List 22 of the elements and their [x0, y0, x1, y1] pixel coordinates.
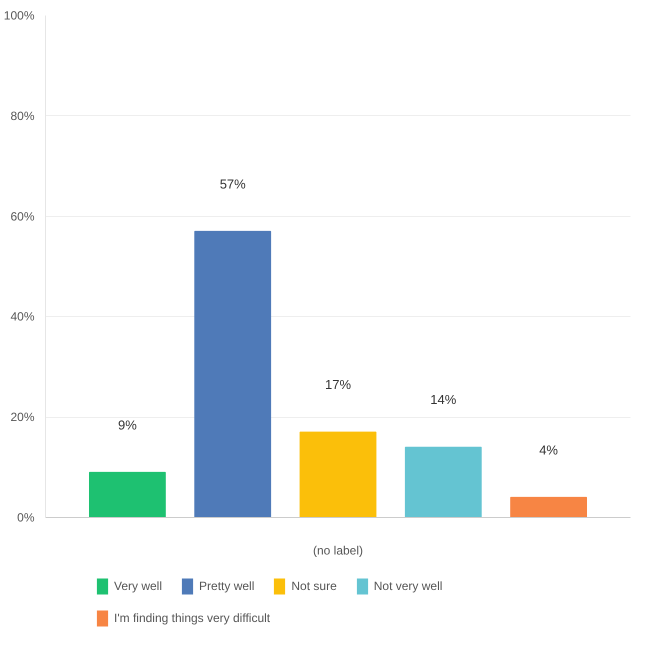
- legend-label: Pretty well: [199, 579, 254, 593]
- bar: [300, 432, 376, 518]
- data-label: 57%: [220, 176, 246, 192]
- legend-label: Very well: [114, 579, 162, 593]
- bar: [404, 446, 482, 518]
- bar: [88, 472, 166, 518]
- y-tick-label: 60%: [10, 209, 35, 224]
- y-tick-label: 80%: [10, 108, 35, 123]
- x-tick-label: (no label): [312, 544, 364, 558]
- y-tick-label: 0%: [17, 510, 35, 524]
- data-label: 14%: [430, 392, 457, 408]
- bar: [194, 230, 272, 518]
- data-label: 9%: [118, 417, 138, 432]
- bar: [510, 496, 588, 518]
- y-tick-label: 40%: [10, 310, 35, 324]
- legend-label: Not very well: [374, 579, 442, 593]
- legend-label: I'm finding things very difficult: [114, 611, 270, 625]
- data-label: 17%: [324, 377, 352, 392]
- y-tick-label: 20%: [10, 410, 35, 424]
- legend-label: Not sure: [291, 579, 337, 593]
- y-tick-label: 100%: [4, 8, 35, 22]
- data-label: 4%: [539, 442, 558, 458]
